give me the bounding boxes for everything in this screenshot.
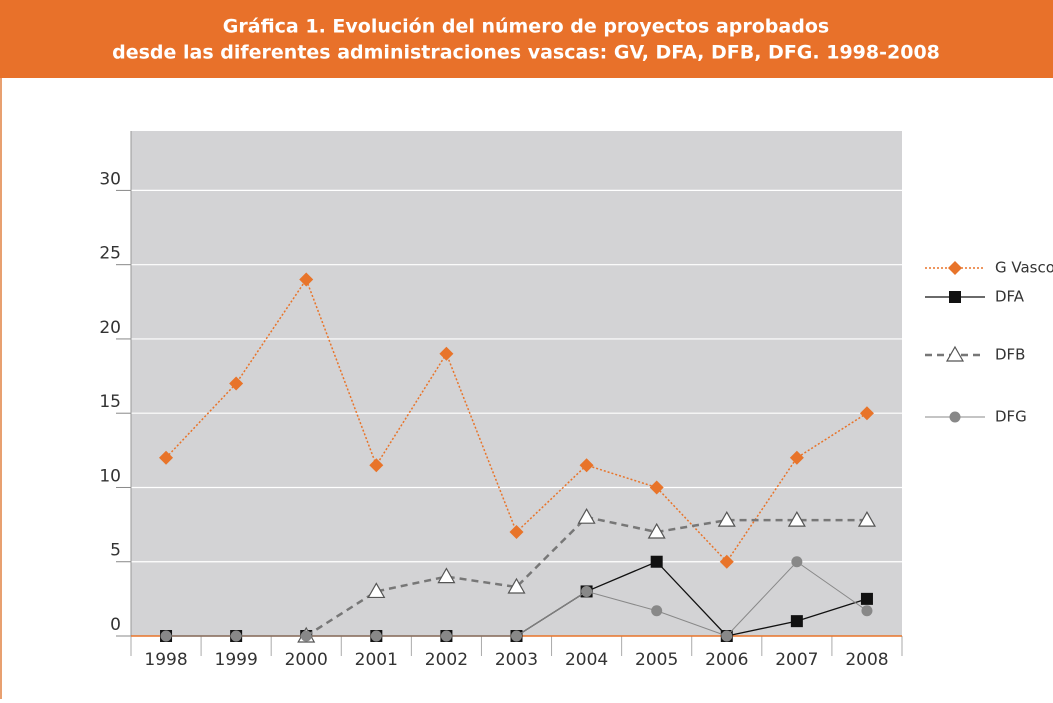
data-point (439, 346, 454, 361)
data-point (230, 630, 242, 642)
x-tick-label: 1999 (215, 650, 258, 670)
data-point (787, 510, 806, 527)
data-point (300, 630, 312, 642)
y-tick-label: 5 (110, 541, 121, 561)
chart-title: desde las diferentes administraciones va… (112, 42, 940, 64)
data-point (369, 458, 384, 473)
plot-area (131, 131, 902, 636)
x-tick-label: 2000 (285, 650, 328, 670)
legend-label: DFG (995, 408, 1027, 426)
data-point (650, 555, 663, 568)
data-point (511, 630, 522, 642)
x-tick-label: 2005 (635, 650, 678, 670)
x-tick-label: 2004 (565, 650, 608, 670)
legend-marker (949, 411, 961, 423)
legend-marker (948, 261, 962, 275)
data-point (299, 272, 314, 287)
data-point (857, 510, 876, 527)
data-point (719, 554, 734, 569)
x-tick-label: 2006 (705, 650, 748, 670)
x-tick-label: 2008 (845, 650, 888, 670)
data-point (509, 525, 524, 540)
legend-marker (945, 345, 965, 362)
x-tick-label: 2003 (495, 650, 538, 670)
y-tick-label: 15 (99, 392, 121, 412)
legend-label: DFB (995, 346, 1025, 364)
y-tick-label: 25 (99, 244, 121, 264)
y-tick-label: 0 (110, 615, 121, 635)
x-tick-label: 2002 (425, 650, 468, 670)
data-point (789, 450, 804, 465)
data-point (581, 585, 593, 597)
legend-label: DFA (995, 288, 1025, 306)
x-tick-label: 2007 (775, 650, 818, 670)
chart-title: Gráfica 1. Evolución del número de proye… (223, 16, 829, 38)
data-point (859, 406, 874, 421)
data-point (159, 450, 174, 465)
y-tick-label: 30 (99, 169, 121, 189)
x-tick-label: 1998 (144, 650, 187, 670)
data-point (860, 592, 873, 605)
data-point (717, 510, 736, 527)
data-point (507, 577, 526, 594)
header-band (0, 0, 1053, 78)
data-point (577, 507, 596, 524)
y-tick-label: 10 (99, 466, 121, 486)
data-point (229, 376, 244, 391)
data-point (160, 630, 172, 642)
data-point (437, 567, 456, 584)
data-point (579, 458, 594, 473)
data-point (721, 630, 733, 642)
data-point (370, 630, 382, 642)
legend-marker (949, 291, 961, 303)
x-tick-label: 2001 (355, 650, 398, 670)
data-point (651, 605, 663, 617)
data-point (791, 556, 803, 568)
y-tick-label: 20 (99, 318, 121, 338)
data-point (790, 615, 803, 628)
data-point (647, 522, 666, 539)
data-point (861, 605, 873, 617)
data-point (367, 582, 386, 599)
data-point (440, 630, 452, 642)
data-point (649, 480, 664, 495)
legend-label: G Vasco (995, 259, 1053, 277)
